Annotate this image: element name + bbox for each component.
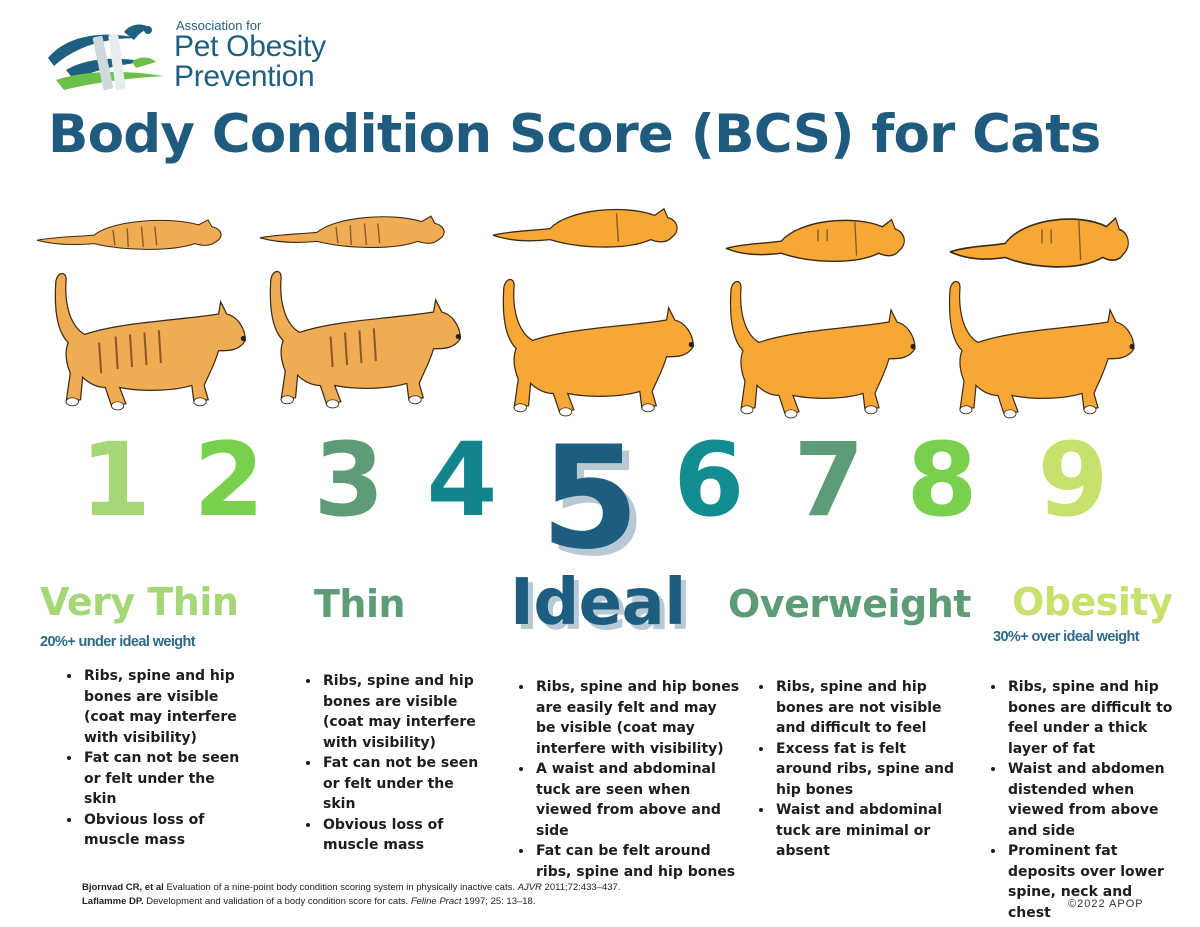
score-5: 5 (540, 416, 640, 581)
list-item: Ribs, spine and hip bones are visible (c… (321, 671, 481, 753)
category-obesity-label: Obesity (1012, 580, 1173, 624)
cat-top-view-1 (36, 219, 222, 250)
cat-side-view-1 (54, 272, 247, 411)
obesity-bullets: Ribs, spine and hip bones are difficult … (988, 677, 1178, 923)
list-item: Excess fat is felt around ribs, spine an… (774, 739, 964, 801)
list-item: Ribs, spine and hip bones are visible (c… (82, 666, 242, 748)
reference-journal: Feline Pract (410, 896, 462, 907)
list-item: Waist and abdominal tuck are minimal or … (774, 800, 964, 862)
reference-text: Development and validation of a body con… (143, 896, 411, 907)
category-obesity-sub: 30%+ over ideal weight (993, 629, 1140, 645)
reference-tail: 2011;72:433–437. (541, 882, 621, 893)
score-7: 7 (793, 421, 865, 540)
category-ideal-label: Ideal (510, 566, 686, 640)
reference-author: Bjornvad CR, et al (82, 882, 164, 893)
cat-top-view-5 (949, 217, 1130, 268)
logo-line-pet-obesity: Pet Obesity (174, 30, 326, 63)
cat-top-view-3 (492, 208, 678, 248)
cat-top-view-4 (725, 218, 906, 263)
reference-1: Bjornvad CR, et al Evaluation of a nine-… (82, 882, 620, 893)
copyright: ©2022 APOP (1068, 898, 1144, 910)
list-item: Prominent fat deposits over lower spine,… (1006, 841, 1178, 923)
list-item: Fat can not be seen or felt under the sk… (321, 753, 481, 815)
category-overweight-label: Overweight (728, 582, 971, 626)
score-9: 9 (1037, 421, 1109, 540)
logo-emblem-icon (48, 24, 164, 91)
list-item: Fat can be felt around ribs, spine and h… (534, 841, 740, 882)
category-very-thin-sub: 20%+ under ideal weight (40, 634, 196, 650)
list-item: Ribs, spine and hip bones are difficult … (1006, 677, 1178, 759)
cat-illustrations (36, 208, 1136, 419)
logo-line-association: Association for (176, 18, 262, 33)
cat-side-view-4 (729, 280, 917, 419)
logo-line-prevention: Prevention (174, 60, 315, 93)
reference-text: Evaluation of a nine-point body conditio… (163, 882, 518, 893)
category-very-thin-label: Very Thin (40, 580, 239, 624)
list-item: Fat can not be seen or felt under the sk… (82, 748, 242, 810)
reference-tail: 1997; 25: 13–18. (461, 896, 536, 907)
score-4: 4 (426, 421, 498, 540)
cat-side-view-3 (502, 278, 695, 417)
score-3: 3 (313, 421, 385, 540)
list-item: Waist and abdomen distended when viewed … (1006, 759, 1178, 841)
cat-side-view-5 (948, 280, 1136, 419)
reference-2: Laflamme DP. Development and validation … (82, 896, 535, 907)
list-item: Obvious loss of muscle mass (321, 815, 481, 856)
score-8: 8 (906, 421, 978, 540)
score-1: 1 (80, 421, 151, 540)
cat-side-view-2 (269, 270, 462, 409)
apop-logo: Association for Pet Obesity Prevention (46, 18, 376, 98)
score-6: 6 (673, 421, 745, 540)
page-title: Body Condition Score (BCS) for Cats (48, 104, 1101, 165)
cat-top-view-2 (259, 215, 445, 249)
thin-bullets: Ribs, spine and hip bones are visible (c… (303, 671, 481, 856)
reference-author: Laflamme DP. (82, 896, 144, 907)
list-item: A waist and abdominal tuck are seen when… (534, 759, 740, 841)
score-2: 2 (193, 421, 265, 540)
list-item: Ribs, spine and hip bones are not visibl… (774, 677, 964, 739)
category-thin-label: Thin (314, 582, 406, 626)
list-item: Ribs, spine and hip bones are easily fel… (534, 677, 740, 759)
overweight-bullets: Ribs, spine and hip bones are not visibl… (756, 677, 964, 862)
list-item: Obvious loss of muscle mass (82, 810, 242, 851)
reference-journal: AJVR (517, 882, 542, 893)
ideal-bullets: Ribs, spine and hip bones are easily fel… (516, 677, 740, 882)
very-thin-bullets: Ribs, spine and hip bones are visible (c… (64, 666, 242, 851)
